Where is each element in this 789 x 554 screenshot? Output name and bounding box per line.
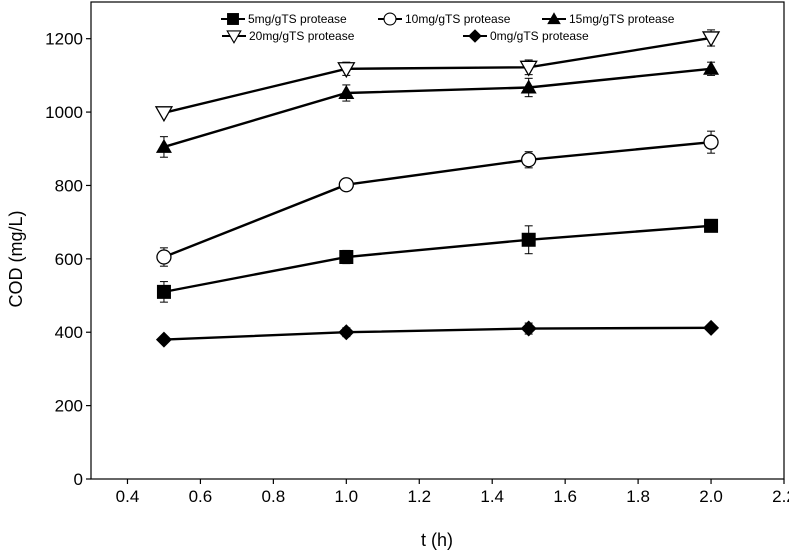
series-line <box>163 140 712 259</box>
y-tick-label: 400 <box>55 323 83 342</box>
legend-marker <box>226 30 242 44</box>
x-tick-label: 0.4 <box>116 487 140 506</box>
legend-marker <box>383 12 397 26</box>
x-tick-label: 1.4 <box>480 487 504 506</box>
data-point <box>338 84 355 99</box>
y-axis-title: COD (mg/L) <box>6 210 26 307</box>
plot-frame <box>90 1 785 480</box>
x-tick-label: 1.2 <box>407 487 431 506</box>
legend-marker <box>547 12 561 25</box>
x-tick-label: 0.6 <box>189 487 213 506</box>
data-point <box>155 331 172 348</box>
legend-label: 0mg/gTS protease <box>490 29 589 43</box>
data-point <box>703 60 720 75</box>
legend-label: 20mg/gTS protease <box>249 29 355 43</box>
legend-marker <box>468 29 482 43</box>
legend-item: 10mg/gTS protease <box>378 12 511 26</box>
y-tick-label: 800 <box>55 176 83 195</box>
data-point <box>521 152 537 168</box>
y-tick-label: 1000 <box>45 103 83 122</box>
x-tick-label: 1.6 <box>553 487 577 506</box>
legend-item: 5mg/gTS protease <box>221 12 347 26</box>
x-tick-label: 2.0 <box>699 487 723 506</box>
x-tick-label: 1.8 <box>626 487 650 506</box>
data-point <box>154 106 174 123</box>
series-square <box>156 218 719 303</box>
x-axis: 0.4 0.6 0.8 1.0 1.2 1.4 1.6 1.8 2.0 2.2 <box>116 479 789 506</box>
data-point <box>521 232 536 247</box>
series-line <box>163 36 712 114</box>
data-point <box>704 218 719 233</box>
plot-border <box>90 1 785 480</box>
x-axis-title: t (h) <box>421 530 453 550</box>
series-diamond <box>155 319 720 348</box>
legend-item: 0mg/gTS protease <box>463 29 589 43</box>
data-point <box>338 177 354 193</box>
y-tick-label: 1200 <box>45 30 83 49</box>
data-point <box>156 249 172 265</box>
x-tick-label: 0.8 <box>262 487 286 506</box>
data-point <box>156 284 171 299</box>
data-point <box>155 138 172 153</box>
data-point <box>339 250 354 265</box>
data-point <box>520 79 537 94</box>
legend: 5mg/gTS protease 10mg/gTS protease 15mg/gT… <box>221 12 675 44</box>
legend-item: 20mg/gTS protease <box>222 29 355 44</box>
series-line <box>163 326 712 341</box>
x-tick-label: 1.0 <box>334 487 358 506</box>
data-point <box>703 134 719 150</box>
series-triangle-up <box>155 60 720 158</box>
data-point <box>519 60 538 77</box>
legend-item: 15mg/gTS protease <box>542 12 675 26</box>
legend-marker <box>227 13 239 25</box>
x-tick-label: 2.2 <box>772 487 789 506</box>
series-layer <box>154 29 721 348</box>
data-point <box>520 320 537 337</box>
legend-label: 5mg/gTS protease <box>248 12 347 26</box>
y-tick-label: 600 <box>55 250 83 269</box>
series-triangle-down-open <box>154 29 721 123</box>
legend-label: 15mg/gTS protease <box>569 12 675 26</box>
y-tick-label: 0 <box>74 470 83 489</box>
y-tick-label: 200 <box>55 397 83 416</box>
data-point <box>337 62 356 79</box>
series-line <box>163 224 712 294</box>
data-point <box>338 324 355 341</box>
data-point <box>703 319 720 336</box>
y-axis: 0 200 400 600 800 1000 1200 <box>45 30 91 489</box>
data-point <box>701 31 721 48</box>
series-line <box>163 67 712 149</box>
series-circle-open <box>156 130 719 267</box>
legend-label: 10mg/gTS protease <box>405 12 511 26</box>
